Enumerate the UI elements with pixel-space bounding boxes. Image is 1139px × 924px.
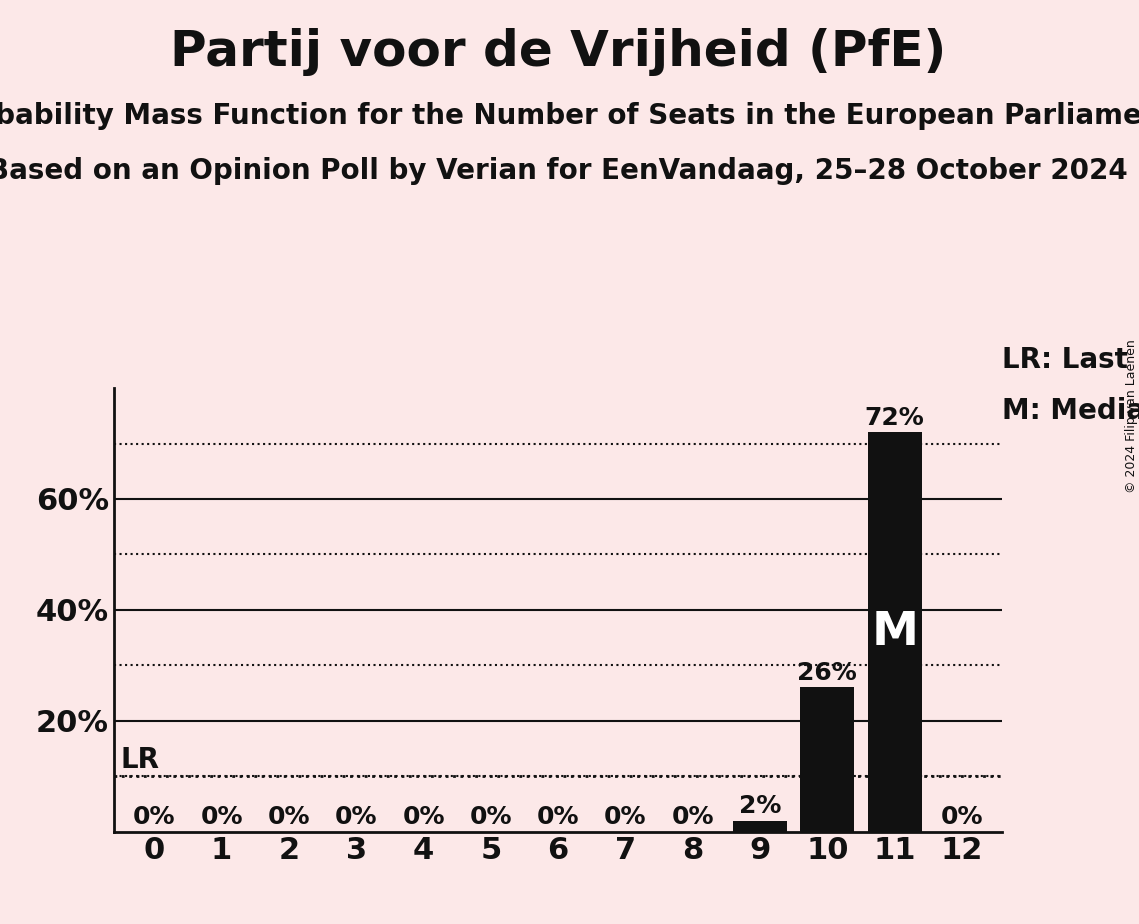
Text: 0%: 0% — [335, 805, 377, 829]
Text: 0%: 0% — [200, 805, 243, 829]
Text: 0%: 0% — [268, 805, 310, 829]
Text: 0%: 0% — [941, 805, 983, 829]
Text: LR: LR — [121, 747, 159, 774]
Text: © 2024 Filip van Laenen: © 2024 Filip van Laenen — [1124, 339, 1138, 492]
Text: 0%: 0% — [133, 805, 175, 829]
Text: 0%: 0% — [672, 805, 714, 829]
Text: M: Median: M: Median — [1002, 397, 1139, 425]
Text: 2%: 2% — [739, 794, 781, 818]
Text: 0%: 0% — [402, 805, 444, 829]
Bar — [868, 432, 921, 832]
Bar — [801, 687, 854, 832]
Text: M: M — [871, 610, 918, 654]
Text: Partij voor de Vrijheid (PfE): Partij voor de Vrijheid (PfE) — [170, 28, 947, 76]
Text: 0%: 0% — [469, 805, 513, 829]
Text: LR: Last Result: LR: Last Result — [1002, 346, 1139, 374]
Text: 26%: 26% — [797, 661, 858, 685]
Text: 72%: 72% — [865, 406, 925, 430]
Text: Probability Mass Function for the Number of Seats in the European Parliament: Probability Mass Function for the Number… — [0, 102, 1139, 129]
Text: 0%: 0% — [604, 805, 647, 829]
Bar — [734, 821, 787, 832]
Text: 0%: 0% — [536, 805, 580, 829]
Text: Based on an Opinion Poll by Verian for EenVandaag, 25–28 October 2024: Based on an Opinion Poll by Verian for E… — [0, 157, 1128, 185]
